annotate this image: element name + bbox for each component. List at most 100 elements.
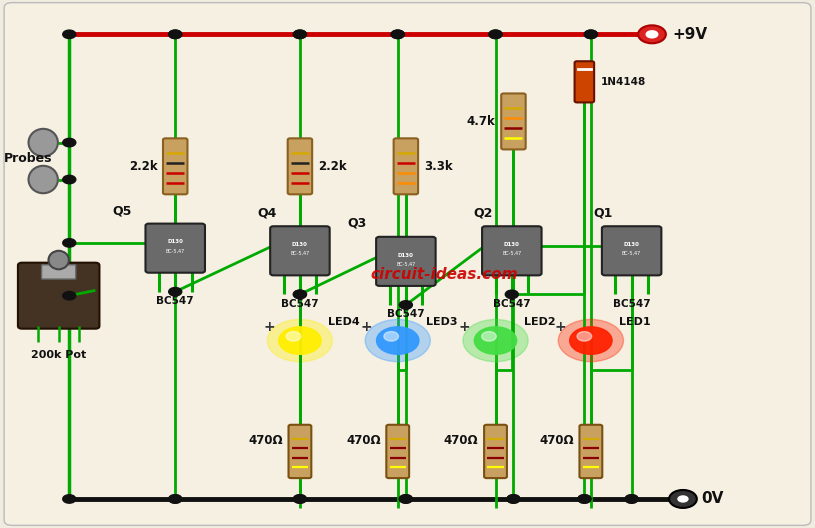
Circle shape [169,30,182,39]
Circle shape [391,30,404,39]
Text: LED4: LED4 [328,317,360,327]
Circle shape [293,495,306,503]
Circle shape [279,327,321,354]
Circle shape [169,30,182,39]
Circle shape [169,287,182,296]
Text: D130: D130 [623,242,640,247]
Text: +9V: +9V [672,27,707,42]
FancyBboxPatch shape [4,3,811,525]
Text: 0V: 0V [701,492,723,506]
FancyBboxPatch shape [288,138,312,194]
Circle shape [505,290,518,298]
Text: BC-5,47: BC-5,47 [396,261,416,267]
Circle shape [293,290,306,298]
Text: Q4: Q4 [258,206,277,219]
Text: 4.7k: 4.7k [467,115,496,128]
Circle shape [293,30,306,39]
Text: LED3: LED3 [426,317,458,327]
Ellipse shape [49,251,68,269]
Circle shape [384,332,399,341]
Circle shape [63,239,76,247]
Circle shape [63,495,76,503]
Text: BC547: BC547 [613,298,650,308]
Circle shape [558,319,623,362]
FancyBboxPatch shape [42,265,76,279]
Text: 470Ω: 470Ω [346,435,381,447]
Circle shape [489,30,502,39]
Text: LED1: LED1 [619,317,651,327]
Circle shape [584,30,597,39]
FancyBboxPatch shape [271,226,329,276]
Text: 2.2k: 2.2k [129,160,157,173]
FancyBboxPatch shape [394,138,418,194]
Text: circuit-ideas.com: circuit-ideas.com [371,267,518,282]
FancyBboxPatch shape [289,425,311,478]
Circle shape [578,495,591,503]
Circle shape [625,495,638,503]
Circle shape [377,327,419,354]
Text: 200k Pot: 200k Pot [31,350,86,360]
Text: D130: D130 [167,239,183,244]
Circle shape [645,30,659,39]
Text: BC-5,47: BC-5,47 [502,251,522,256]
Circle shape [365,319,430,362]
Text: D130: D130 [292,242,308,247]
Circle shape [399,495,412,503]
Circle shape [293,30,306,39]
Text: 470Ω: 470Ω [444,435,478,447]
Ellipse shape [29,129,58,156]
Circle shape [267,319,333,362]
Text: LED2: LED2 [524,317,556,327]
Circle shape [169,495,182,503]
Text: BC547: BC547 [493,298,531,308]
Text: Q3: Q3 [347,217,367,230]
FancyBboxPatch shape [377,237,436,286]
Text: 2.2k: 2.2k [318,160,346,173]
Circle shape [577,332,592,341]
Text: D130: D130 [398,252,414,258]
Text: 470Ω: 470Ω [249,435,283,447]
FancyBboxPatch shape [163,138,187,194]
Text: BC547: BC547 [281,298,319,308]
Text: BC547: BC547 [156,296,194,306]
Text: 3.3k: 3.3k [424,160,452,173]
FancyBboxPatch shape [501,93,526,149]
Text: D130: D130 [504,242,520,247]
FancyBboxPatch shape [602,226,662,276]
Circle shape [677,495,689,503]
Text: BC547: BC547 [387,309,425,319]
Text: +: + [459,320,470,334]
FancyBboxPatch shape [482,226,542,276]
FancyBboxPatch shape [579,425,602,478]
Circle shape [570,327,612,354]
Circle shape [293,495,306,503]
Circle shape [578,495,591,503]
Circle shape [669,490,697,508]
Text: 470Ω: 470Ω [540,435,574,447]
Text: BC-5,47: BC-5,47 [165,248,185,253]
Circle shape [507,495,520,503]
Text: Q2: Q2 [474,206,493,219]
Text: BC-5,47: BC-5,47 [622,251,641,256]
FancyBboxPatch shape [145,224,205,272]
Circle shape [584,30,597,39]
Circle shape [391,30,404,39]
Circle shape [63,291,76,300]
Circle shape [463,319,528,362]
Circle shape [63,175,76,184]
Circle shape [293,290,306,298]
Text: Q1: Q1 [593,206,613,219]
FancyBboxPatch shape [484,425,507,478]
Circle shape [625,495,638,503]
FancyBboxPatch shape [18,263,99,328]
Circle shape [286,332,301,341]
Circle shape [489,30,502,39]
Circle shape [638,25,666,43]
Circle shape [399,301,412,309]
Circle shape [399,495,412,503]
FancyBboxPatch shape [386,425,409,478]
Circle shape [507,495,520,503]
Text: Q5: Q5 [112,205,132,218]
Text: 1N4148: 1N4148 [601,77,646,87]
Circle shape [474,327,517,354]
